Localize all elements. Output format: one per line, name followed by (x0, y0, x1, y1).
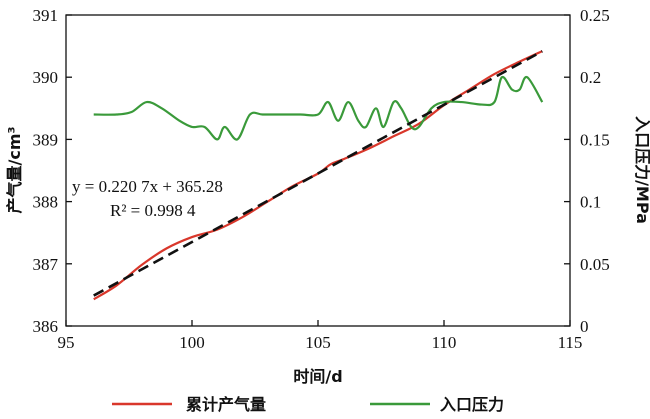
y-right-tick-label: 0.25 (580, 6, 610, 25)
y-right-tick-label: 0.1 (580, 193, 601, 212)
x-tick-label: 100 (179, 333, 205, 352)
fit-line (93, 50, 543, 297)
legend: 累计产气量 入口压力 (112, 395, 504, 414)
y-left-tick-label: 389 (33, 130, 59, 149)
y-right-tick-label: 0.2 (580, 68, 601, 87)
fit-layer (93, 50, 543, 297)
y-left-tick-label: 387 (33, 255, 59, 274)
y-right-tick-label: 0 (580, 317, 589, 336)
y-left-tick-label: 388 (33, 193, 59, 212)
fit-r-squared: R² = 0.998 4 (110, 201, 196, 220)
y-left-tick-label: 390 (33, 68, 59, 87)
legend-label-inlet-pressure: 入口压力 (440, 395, 504, 414)
x-tick-label: 110 (432, 333, 457, 352)
y-right-axis-ticks: 0 0.05 0.1 0.15 0.2 0.25 (564, 6, 610, 336)
y-left-tick-label: 386 (33, 317, 59, 336)
y-right-axis-title: 入口压力/MPa (633, 116, 650, 224)
y-right-tick-label: 0.15 (580, 130, 610, 149)
y-left-axis-title: 产气量/cm³ (5, 126, 24, 213)
legend-label-cumulative-gas: 累计产气量 (186, 395, 266, 414)
x-axis-title: 时间/d (293, 367, 342, 386)
x-tick-label: 95 (58, 333, 75, 352)
y-left-tick-label: 391 (33, 6, 59, 25)
x-tick-label: 115 (558, 333, 583, 352)
fit-equation: y = 0.220 7x + 365.28 (72, 177, 223, 196)
x-tick-label: 105 (305, 333, 331, 352)
y-left-axis-ticks: 386 387 388 389 390 391 (33, 6, 72, 336)
x-axis-ticks: 95 100 105 110 115 (58, 320, 583, 352)
y-right-tick-label: 0.05 (580, 255, 610, 274)
plot-frame (65, 14, 571, 327)
series-line-inlet-pressure (93, 75, 544, 141)
